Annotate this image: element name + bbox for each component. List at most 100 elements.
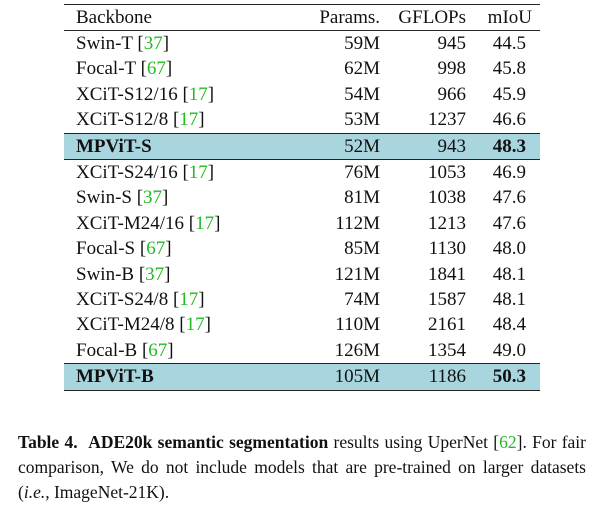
citation: [17] bbox=[182, 83, 215, 105]
backbone-cell: Swin-T [37] bbox=[64, 31, 300, 57]
miou-cell: 46.6 bbox=[492, 109, 526, 131]
miou-cell: 48.0 bbox=[492, 238, 526, 260]
backbone-name: MPViT-B bbox=[76, 366, 154, 388]
citation: [37] bbox=[138, 263, 171, 285]
miou-cell: 47.6 bbox=[492, 187, 526, 209]
table-row: MPViT-B 105M 1186 50.3 bbox=[64, 363, 540, 391]
params-cell: 74M bbox=[344, 288, 380, 310]
backbone-name: XCiT-M24/16 bbox=[76, 212, 185, 234]
caption-text: results using UperNet bbox=[328, 432, 494, 452]
backbone-cell: Focal-B [67] bbox=[64, 338, 300, 364]
params-cell: 62M bbox=[344, 58, 380, 80]
citation: [17] bbox=[188, 212, 221, 234]
backbone-cell: XCiT-M24/8 [17] bbox=[64, 313, 300, 338]
backbone-name: XCiT-S24/16 bbox=[76, 162, 178, 184]
caption-text: ImageNet-21K). bbox=[49, 482, 170, 502]
backbone-name: XCiT-S24/8 bbox=[76, 288, 169, 310]
table-row: XCiT-S24/16 [17] 76M 1053 46.9 bbox=[64, 160, 540, 186]
table-row: MPViT-S 52M 943 48.3 bbox=[64, 133, 540, 160]
params-cell: 54M bbox=[344, 83, 380, 105]
caption-emphasis: ADE20k semantic segmentation bbox=[88, 432, 329, 452]
backbone-name: Swin-T bbox=[76, 33, 133, 55]
table-row: XCiT-S12/8 [17] 53M 1237 46.6 bbox=[64, 108, 540, 134]
backbone-name: XCiT-S12/8 bbox=[76, 109, 169, 131]
citation: [62] bbox=[493, 432, 523, 452]
backbone-cell: Swin-S [37] bbox=[64, 186, 300, 211]
table-row: Swin-T [37] 59M 945 44.5 bbox=[64, 31, 540, 57]
backbone-cell: XCiT-S24/8 [17] bbox=[64, 287, 300, 312]
miou-cell: 48.1 bbox=[492, 263, 526, 285]
params-cell: 112M bbox=[335, 212, 380, 234]
gflops-cell: 2161 bbox=[428, 314, 466, 336]
miou-cell: 45.8 bbox=[492, 58, 526, 80]
params-cell: 53M bbox=[344, 109, 380, 131]
column-header: mIoU bbox=[487, 6, 532, 28]
backbone-name: Swin-S bbox=[76, 187, 132, 209]
params-cell: 59M bbox=[344, 33, 380, 55]
params-cell: 85M bbox=[344, 238, 380, 260]
backbone-name: XCiT-S12/16 bbox=[76, 83, 178, 105]
gflops-cell: 998 bbox=[437, 58, 467, 80]
params-cell: 121M bbox=[334, 263, 380, 285]
citation: [67] bbox=[141, 339, 174, 361]
column-header: Params. bbox=[319, 6, 380, 28]
caption-label: Table 4. bbox=[18, 432, 78, 452]
backbone-cell: XCiT-M24/16 [17] bbox=[64, 211, 300, 236]
backbone-cell: XCiT-S24/16 [17] bbox=[64, 160, 300, 186]
citation: [17] bbox=[172, 288, 205, 310]
citation: [37] bbox=[136, 187, 169, 209]
gflops-cell: 1841 bbox=[428, 263, 466, 285]
citation: [17] bbox=[179, 314, 211, 336]
column-header: GFLOPs bbox=[398, 6, 466, 28]
gflops-cell: 943 bbox=[437, 135, 467, 157]
table-row: Swin-S [37] 81M 1038 47.6 bbox=[64, 186, 540, 211]
table-row: XCiT-S24/8 [17] 74M 1587 48.1 bbox=[64, 287, 540, 312]
miou-cell: 47.6 bbox=[492, 212, 526, 234]
miou-cell: 48.4 bbox=[492, 314, 526, 336]
gflops-cell: 1038 bbox=[428, 187, 466, 209]
table-row: Focal-B [67] 126M 1354 49.0 bbox=[64, 338, 540, 364]
gflops-cell: 1237 bbox=[428, 109, 466, 131]
backbone-cell: Focal-S [67] bbox=[64, 237, 300, 262]
table-row: XCiT-S12/16 [17] 54M 966 45.9 bbox=[64, 82, 540, 107]
backbone-name: Swin-B bbox=[76, 263, 135, 285]
results-table: Backbone Params. GFLOPs mIoU Swin-T [37] 59M… bbox=[64, 4, 540, 391]
citation: [67] bbox=[140, 58, 173, 80]
column-header: Backbone bbox=[76, 6, 152, 28]
gflops-cell: 1354 bbox=[428, 339, 466, 361]
miou-cell: 45.9 bbox=[492, 83, 526, 105]
table-row: XCiT-M24/8 [17] 110M 2161 48.4 bbox=[64, 313, 540, 338]
params-cell: 76M bbox=[344, 162, 380, 184]
table-row: XCiT-M24/16 [17] 112M 1213 47.6 bbox=[64, 211, 540, 236]
gflops-cell: 1587 bbox=[428, 288, 466, 310]
backbone-cell: XCiT-S12/8 [17] bbox=[64, 108, 300, 134]
backbone-cell: Swin-B [37] bbox=[64, 262, 300, 287]
citation: [67] bbox=[139, 238, 172, 260]
miou-cell: 46.9 bbox=[492, 162, 526, 184]
citation: [37] bbox=[137, 33, 170, 55]
backbone-cell: MPViT-S bbox=[64, 133, 300, 159]
params-cell: 52M bbox=[344, 135, 380, 157]
table-header: Backbone Params. GFLOPs mIoU bbox=[64, 4, 540, 31]
params-cell: 126M bbox=[334, 339, 380, 361]
table-row: Focal-S [67] 85M 1130 48.0 bbox=[64, 237, 540, 262]
backbone-name: XCiT-M24/8 bbox=[76, 314, 175, 336]
gflops-cell: 1186 bbox=[428, 366, 466, 388]
caption-text: . For fair comparison, We do not include… bbox=[18, 432, 586, 502]
backbone-cell: MPViT-B bbox=[64, 364, 300, 390]
caption: Table 4. ADE20k semantic segmentation re… bbox=[18, 430, 586, 505]
miou-cell: 48.1 bbox=[492, 288, 526, 310]
gflops-cell: 1130 bbox=[428, 238, 466, 260]
backbone-cell: Focal-T [67] bbox=[64, 57, 300, 82]
citation: [17] bbox=[172, 109, 205, 131]
table-body: Swin-T [37] 59M 945 44.5 Focal-T [67] 62M 998 4… bbox=[64, 31, 540, 391]
table-row: Swin-B [37] 121M 1841 48.1 bbox=[64, 262, 540, 287]
gflops-cell: 966 bbox=[437, 83, 467, 105]
params-cell: 105M bbox=[334, 366, 380, 388]
gflops-cell: 1213 bbox=[428, 212, 466, 234]
backbone-name: Focal-T bbox=[76, 58, 136, 80]
gflops-cell: 945 bbox=[437, 33, 467, 55]
table-row: Focal-T [67] 62M 998 45.8 bbox=[64, 57, 540, 82]
miou-cell: 44.5 bbox=[492, 33, 526, 55]
